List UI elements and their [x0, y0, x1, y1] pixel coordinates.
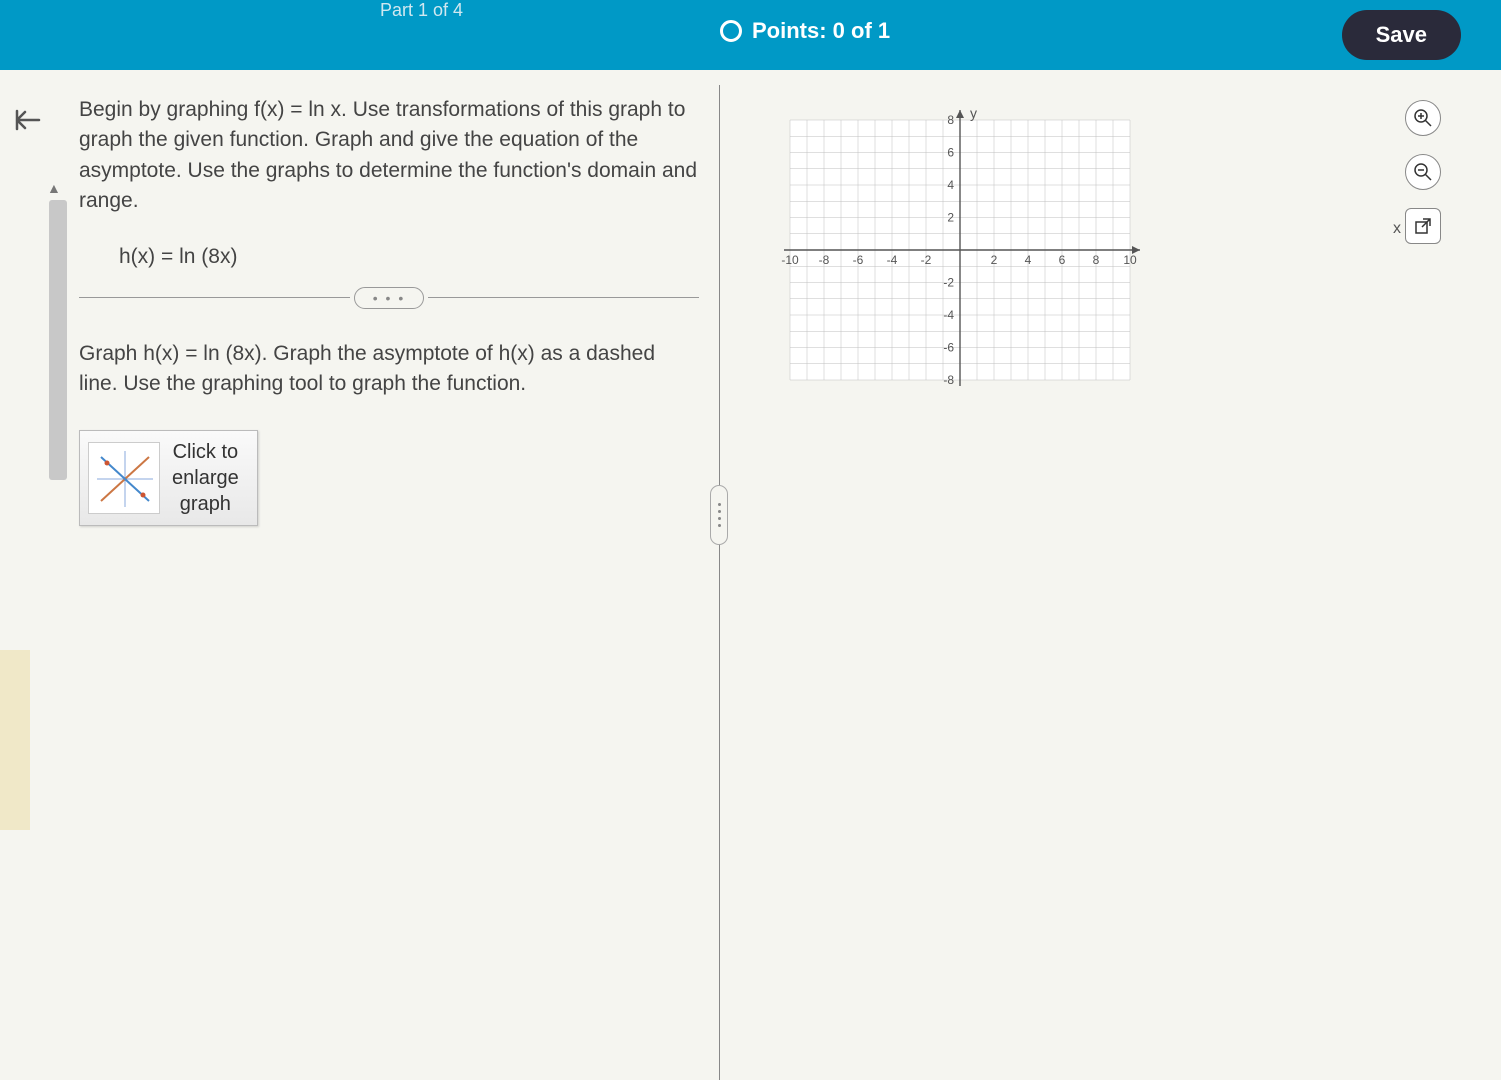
problem-instruction: Graph h(x) = ln (8x). Graph the asymptot… [79, 339, 699, 400]
x-axis-label: x [1393, 220, 1401, 238]
back-icon[interactable] [0, 105, 55, 143]
svg-text:2: 2 [947, 211, 954, 225]
graph-tools [1405, 100, 1441, 244]
svg-text:-6: -6 [853, 253, 864, 267]
svg-text:6: 6 [1059, 253, 1066, 267]
content-area: ▲ Begin by graphing f(x) = ln x. Use tra… [0, 70, 1501, 1080]
divider-line [428, 297, 699, 298]
question-pane: Begin by graphing f(x) = ln x. Use trans… [69, 70, 719, 1080]
zoom-out-icon[interactable] [1405, 154, 1441, 190]
svg-text:8: 8 [947, 113, 954, 127]
svg-text:4: 4 [1025, 253, 1032, 267]
svg-text:-8: -8 [943, 373, 954, 387]
top-bar: Part 1 of 4 Points: 0 of 1 Save [0, 0, 1501, 70]
coordinate-graph[interactable]: -10 -8 -6 -4 -2 2 4 6 8 10 -8 -6 -4 -2 2 4 6 8 y [770, 100, 1150, 400]
svg-text:-6: -6 [943, 341, 954, 355]
svg-text:6: 6 [947, 146, 954, 160]
edge-artifact [0, 650, 30, 830]
points-display: Points: 0 of 1 [720, 18, 890, 44]
svg-text:-4: -4 [887, 253, 898, 267]
part-indicator: Part 1 of 4 [380, 0, 463, 21]
more-dots-button[interactable]: • • • [354, 287, 424, 309]
back-column [0, 70, 55, 1080]
svg-text:10: 10 [1123, 253, 1137, 267]
save-button[interactable]: Save [1342, 10, 1461, 60]
svg-text:-10: -10 [781, 253, 799, 267]
svg-text:8: 8 [1093, 253, 1100, 267]
svg-text:4: 4 [947, 178, 954, 192]
scrollbar[interactable]: ▲ [55, 70, 69, 1080]
graph-thumbnail-icon [88, 442, 160, 514]
points-label: Points: 0 of 1 [752, 18, 890, 44]
svg-text:2: 2 [991, 253, 998, 267]
enlarge-graph-button[interactable]: Click to enlarge graph [79, 430, 258, 526]
popout-icon[interactable] [1405, 208, 1441, 244]
svg-text:-2: -2 [921, 253, 932, 267]
enlarge-graph-label: Click to enlarge graph [172, 439, 239, 517]
svg-text:-2: -2 [943, 276, 954, 290]
svg-text:-8: -8 [819, 253, 830, 267]
zoom-in-icon[interactable] [1405, 100, 1441, 136]
problem-equation: h(x) = ln (8x) [119, 245, 699, 269]
points-circle-icon [720, 20, 742, 42]
graph-pane: -10 -8 -6 -4 -2 2 4 6 8 10 -8 -6 -4 -2 2 4 6 8 y x [720, 70, 1501, 1080]
divider-line [79, 297, 350, 298]
problem-intro: Begin by graphing f(x) = ln x. Use trans… [79, 95, 699, 217]
svg-text:-4: -4 [943, 308, 954, 322]
scroll-up-icon[interactable]: ▲ [47, 180, 61, 196]
svg-text:y: y [970, 105, 977, 121]
scroll-thumb[interactable] [49, 200, 67, 480]
section-divider: • • • [79, 287, 699, 309]
